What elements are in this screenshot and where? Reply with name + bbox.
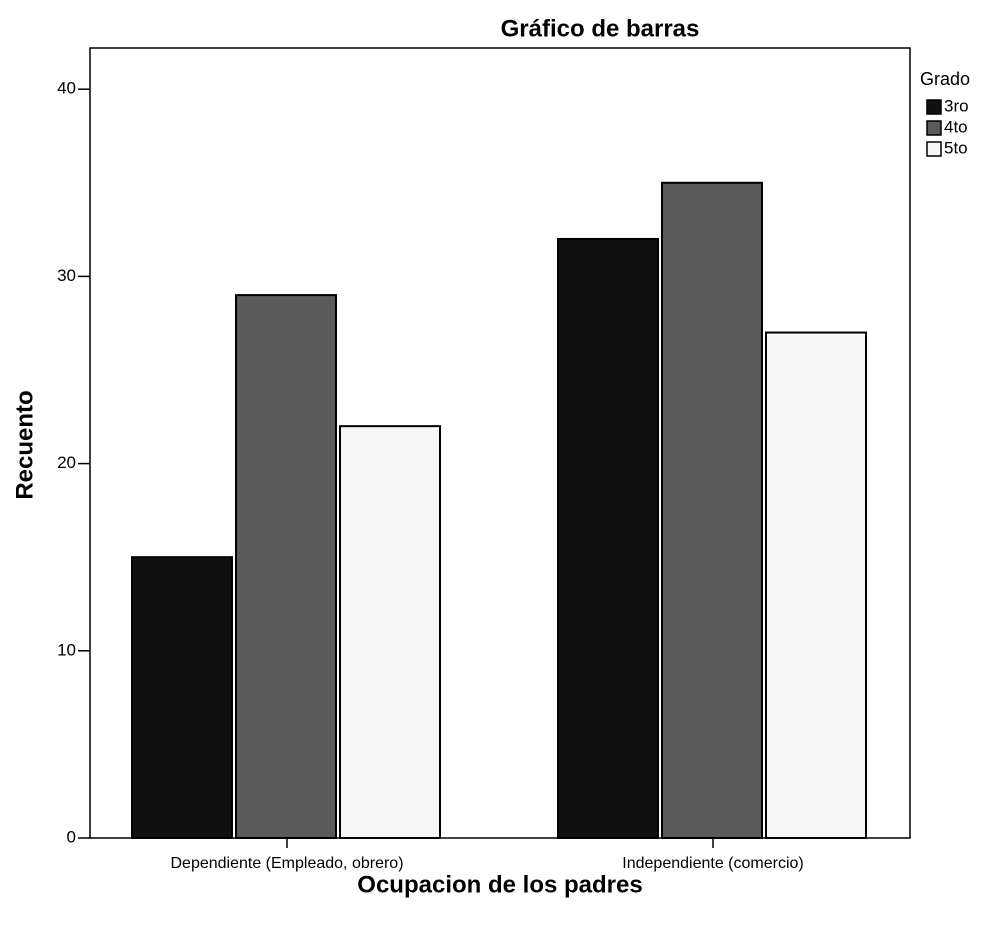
legend-swatch — [926, 99, 942, 115]
y-tick-label: 20 — [57, 453, 76, 472]
y-tick-label: 30 — [57, 266, 76, 285]
y-tick-label: 0 — [67, 827, 76, 846]
y-tick-label: 40 — [57, 79, 76, 98]
bar — [235, 294, 337, 839]
chart-title: Gráfico de barras — [501, 15, 700, 42]
bar — [765, 331, 867, 839]
x-axis-label: Ocupacion de los padres — [357, 871, 642, 898]
plot-frame — [89, 47, 911, 839]
x-tick-label: Independiente (comercio) — [622, 855, 803, 872]
y-axis-label: Recuento — [11, 390, 38, 499]
bar — [557, 237, 659, 839]
legend-label: 3ro — [944, 96, 969, 115]
legend-swatch — [926, 141, 942, 157]
y-tick-label: 10 — [57, 640, 76, 659]
bar — [339, 425, 441, 839]
bar — [661, 181, 763, 839]
legend-label: 4to — [944, 117, 968, 136]
legend-label: 5to — [944, 138, 968, 157]
bar — [131, 556, 233, 840]
legend-title: Grado — [920, 69, 970, 89]
x-tick-label: Dependiente (Empleado, obrero) — [170, 855, 403, 872]
legend-swatch — [926, 120, 942, 136]
